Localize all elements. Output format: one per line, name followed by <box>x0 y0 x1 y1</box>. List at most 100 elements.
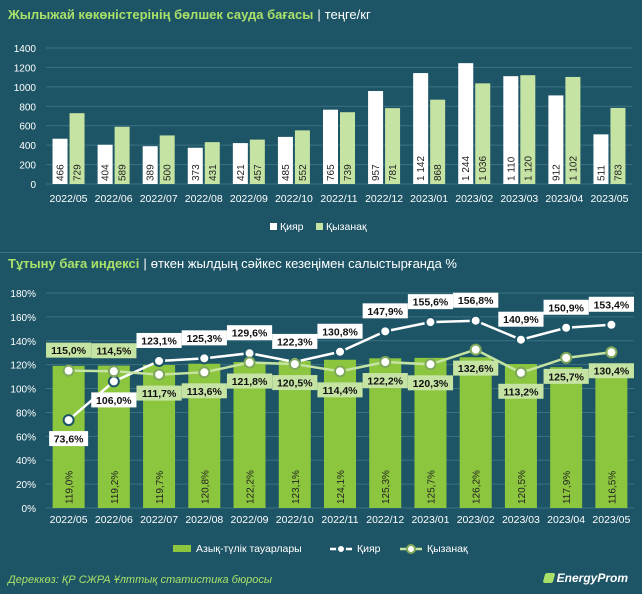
logo-mark-icon <box>542 573 555 583</box>
kyzanak-value-label-bg <box>362 373 408 389</box>
y-tick-label: 80% <box>16 408 36 419</box>
bar-value-label: 125,7% <box>426 470 437 504</box>
kyzanak-value-label: 120,5% <box>277 378 313 390</box>
x-tick-label: 2022/09 <box>230 193 268 205</box>
chart2-subtitle: өткен жылдың сәйкес кезеңімен салыстырға… <box>150 256 457 271</box>
kyzanak-value-label: 125,7% <box>548 371 584 383</box>
point-kyzanak <box>514 366 527 379</box>
x-tick-label: 2023/03 <box>500 193 538 205</box>
bar-value-label: 552 <box>298 164 309 181</box>
bar-value-label: 1 036 <box>478 156 489 181</box>
point-kyzanak <box>605 346 618 359</box>
kyzanak-value-label-bg <box>317 382 363 398</box>
point-kiyar <box>153 354 166 367</box>
kyzanak-value-label: 130,4% <box>594 366 630 378</box>
bar-kiyar <box>368 91 384 184</box>
legend-swatch-food <box>173 545 191 552</box>
bar-value-label: 120,5% <box>517 470 528 504</box>
x-tick-label: 2023/04 <box>545 193 583 205</box>
bar-kyzanak <box>565 76 581 184</box>
bar-value-label: 119,0% <box>65 471 76 504</box>
point-kyzanak <box>469 343 482 356</box>
chart1-subtitle: теңге/кг <box>324 7 371 22</box>
kiyar-value-label: 73,6% <box>54 434 84 446</box>
bar-food <box>459 357 492 508</box>
bar-kiyar <box>52 138 68 184</box>
x-tick-label: 2023/05 <box>592 514 630 526</box>
bar-value-label: 1 244 <box>461 156 472 181</box>
point-kiyar <box>469 314 482 327</box>
legend-label: Азық-түлік тауарлары <box>196 543 302 555</box>
kyzanak-value-label: 114,5% <box>96 346 132 358</box>
x-tick-label: 2023/02 <box>455 193 493 205</box>
legend-label: Қызанақ <box>326 221 367 233</box>
y-tick-label: 140% <box>10 337 36 348</box>
kyzanak-value-label-bg <box>136 385 182 401</box>
kyzanak-value-label: 114,4% <box>322 385 358 397</box>
bar-value-label: 957 <box>371 164 382 181</box>
x-tick-label: 2023/02 <box>457 514 495 526</box>
kiyar-value-label-bg <box>498 311 544 327</box>
kiyar-value-label: 106,0% <box>96 395 132 407</box>
bar-value-label: 783 <box>613 164 624 181</box>
kyzanak-value-label-bg <box>407 375 454 391</box>
y-tick-label: 0 <box>30 180 36 191</box>
bar-kiyar <box>277 136 293 184</box>
kyzanak-value-label-bg <box>272 375 318 391</box>
bar-kiyar <box>413 73 429 184</box>
legend-label: Қияр <box>357 543 381 555</box>
y-tick-label: 120% <box>10 361 36 372</box>
bar-value-label: 421 <box>236 164 247 181</box>
bar-value-label: 729 <box>73 164 84 181</box>
kiyar-value-label-bg <box>407 294 454 310</box>
kiyar-value-label-bg <box>362 303 408 319</box>
point-kyzanak <box>243 356 256 369</box>
chart2-title: Тұтыну баға индексі <box>8 256 140 271</box>
y-tick-label: 60% <box>16 432 36 443</box>
kyzanak-value-label: 113,6% <box>187 386 223 398</box>
bar-kyzanak <box>114 126 130 184</box>
bar-food <box>550 367 583 508</box>
bar-kyzanak <box>249 139 265 184</box>
kiyar-value-label-bg <box>226 325 273 341</box>
point-kiyar <box>334 345 346 358</box>
bar-kyzanak <box>294 130 310 184</box>
x-tick-label: 2022/07 <box>140 193 178 205</box>
y-tick-label: 20% <box>16 480 36 491</box>
bar-value-label: 119,2% <box>110 471 121 504</box>
point-kiyar <box>560 321 573 334</box>
x-tick-label: 2023/01 <box>411 514 449 526</box>
x-tick-label: 2023/05 <box>590 193 628 205</box>
kiyar-value-label-bg <box>543 299 589 315</box>
legend-swatch-kyzanak <box>316 223 323 230</box>
kyzanak-value-label-bg <box>91 343 137 359</box>
y-tick-label: 800 <box>19 102 36 113</box>
point-kyzanak <box>288 358 301 371</box>
kyzanak-value-label-bg <box>588 363 634 379</box>
point-kyzanak <box>107 365 120 378</box>
y-tick-label: 40% <box>16 456 36 467</box>
legend-label: Қызанақ <box>427 543 468 555</box>
bar-value-label: 431 <box>208 164 219 181</box>
chart2-title-bar: Тұтыну баға индексі | өткен жылдың сәйкес … <box>8 256 457 278</box>
x-tick-label: 2022/08 <box>185 193 223 205</box>
point-kiyar <box>514 333 527 346</box>
bar-kyzanak <box>385 108 401 184</box>
cpi-combo-chart: 0% 20% 40% 60% 80% 100% 120% 140% 160% 180% 119,0%… <box>10 289 634 555</box>
x-tick-label: 2022/11 <box>320 193 357 205</box>
bar-kyzanak <box>610 107 626 184</box>
kiyar-value-label-bg <box>588 296 634 312</box>
x-tick-label: 2022/05 <box>50 193 88 205</box>
kyzanak-value-label: 120,3% <box>413 378 449 390</box>
x-tick-label: 2023/01 <box>410 193 448 205</box>
bar-kyzanak <box>520 75 536 184</box>
point-kiyar <box>62 414 75 427</box>
kiyar-value-label-bg <box>181 330 227 346</box>
kiyar-value-label-bg <box>49 431 89 447</box>
kyzanak-value-label-bg <box>46 342 92 358</box>
bar-kyzanak <box>159 135 175 184</box>
kiyar-value-label: 130,8% <box>322 326 358 338</box>
kyzanak-value-label: 121,8% <box>232 376 268 388</box>
section-divider <box>0 252 642 253</box>
kiyar-value-label-bg <box>136 332 182 348</box>
